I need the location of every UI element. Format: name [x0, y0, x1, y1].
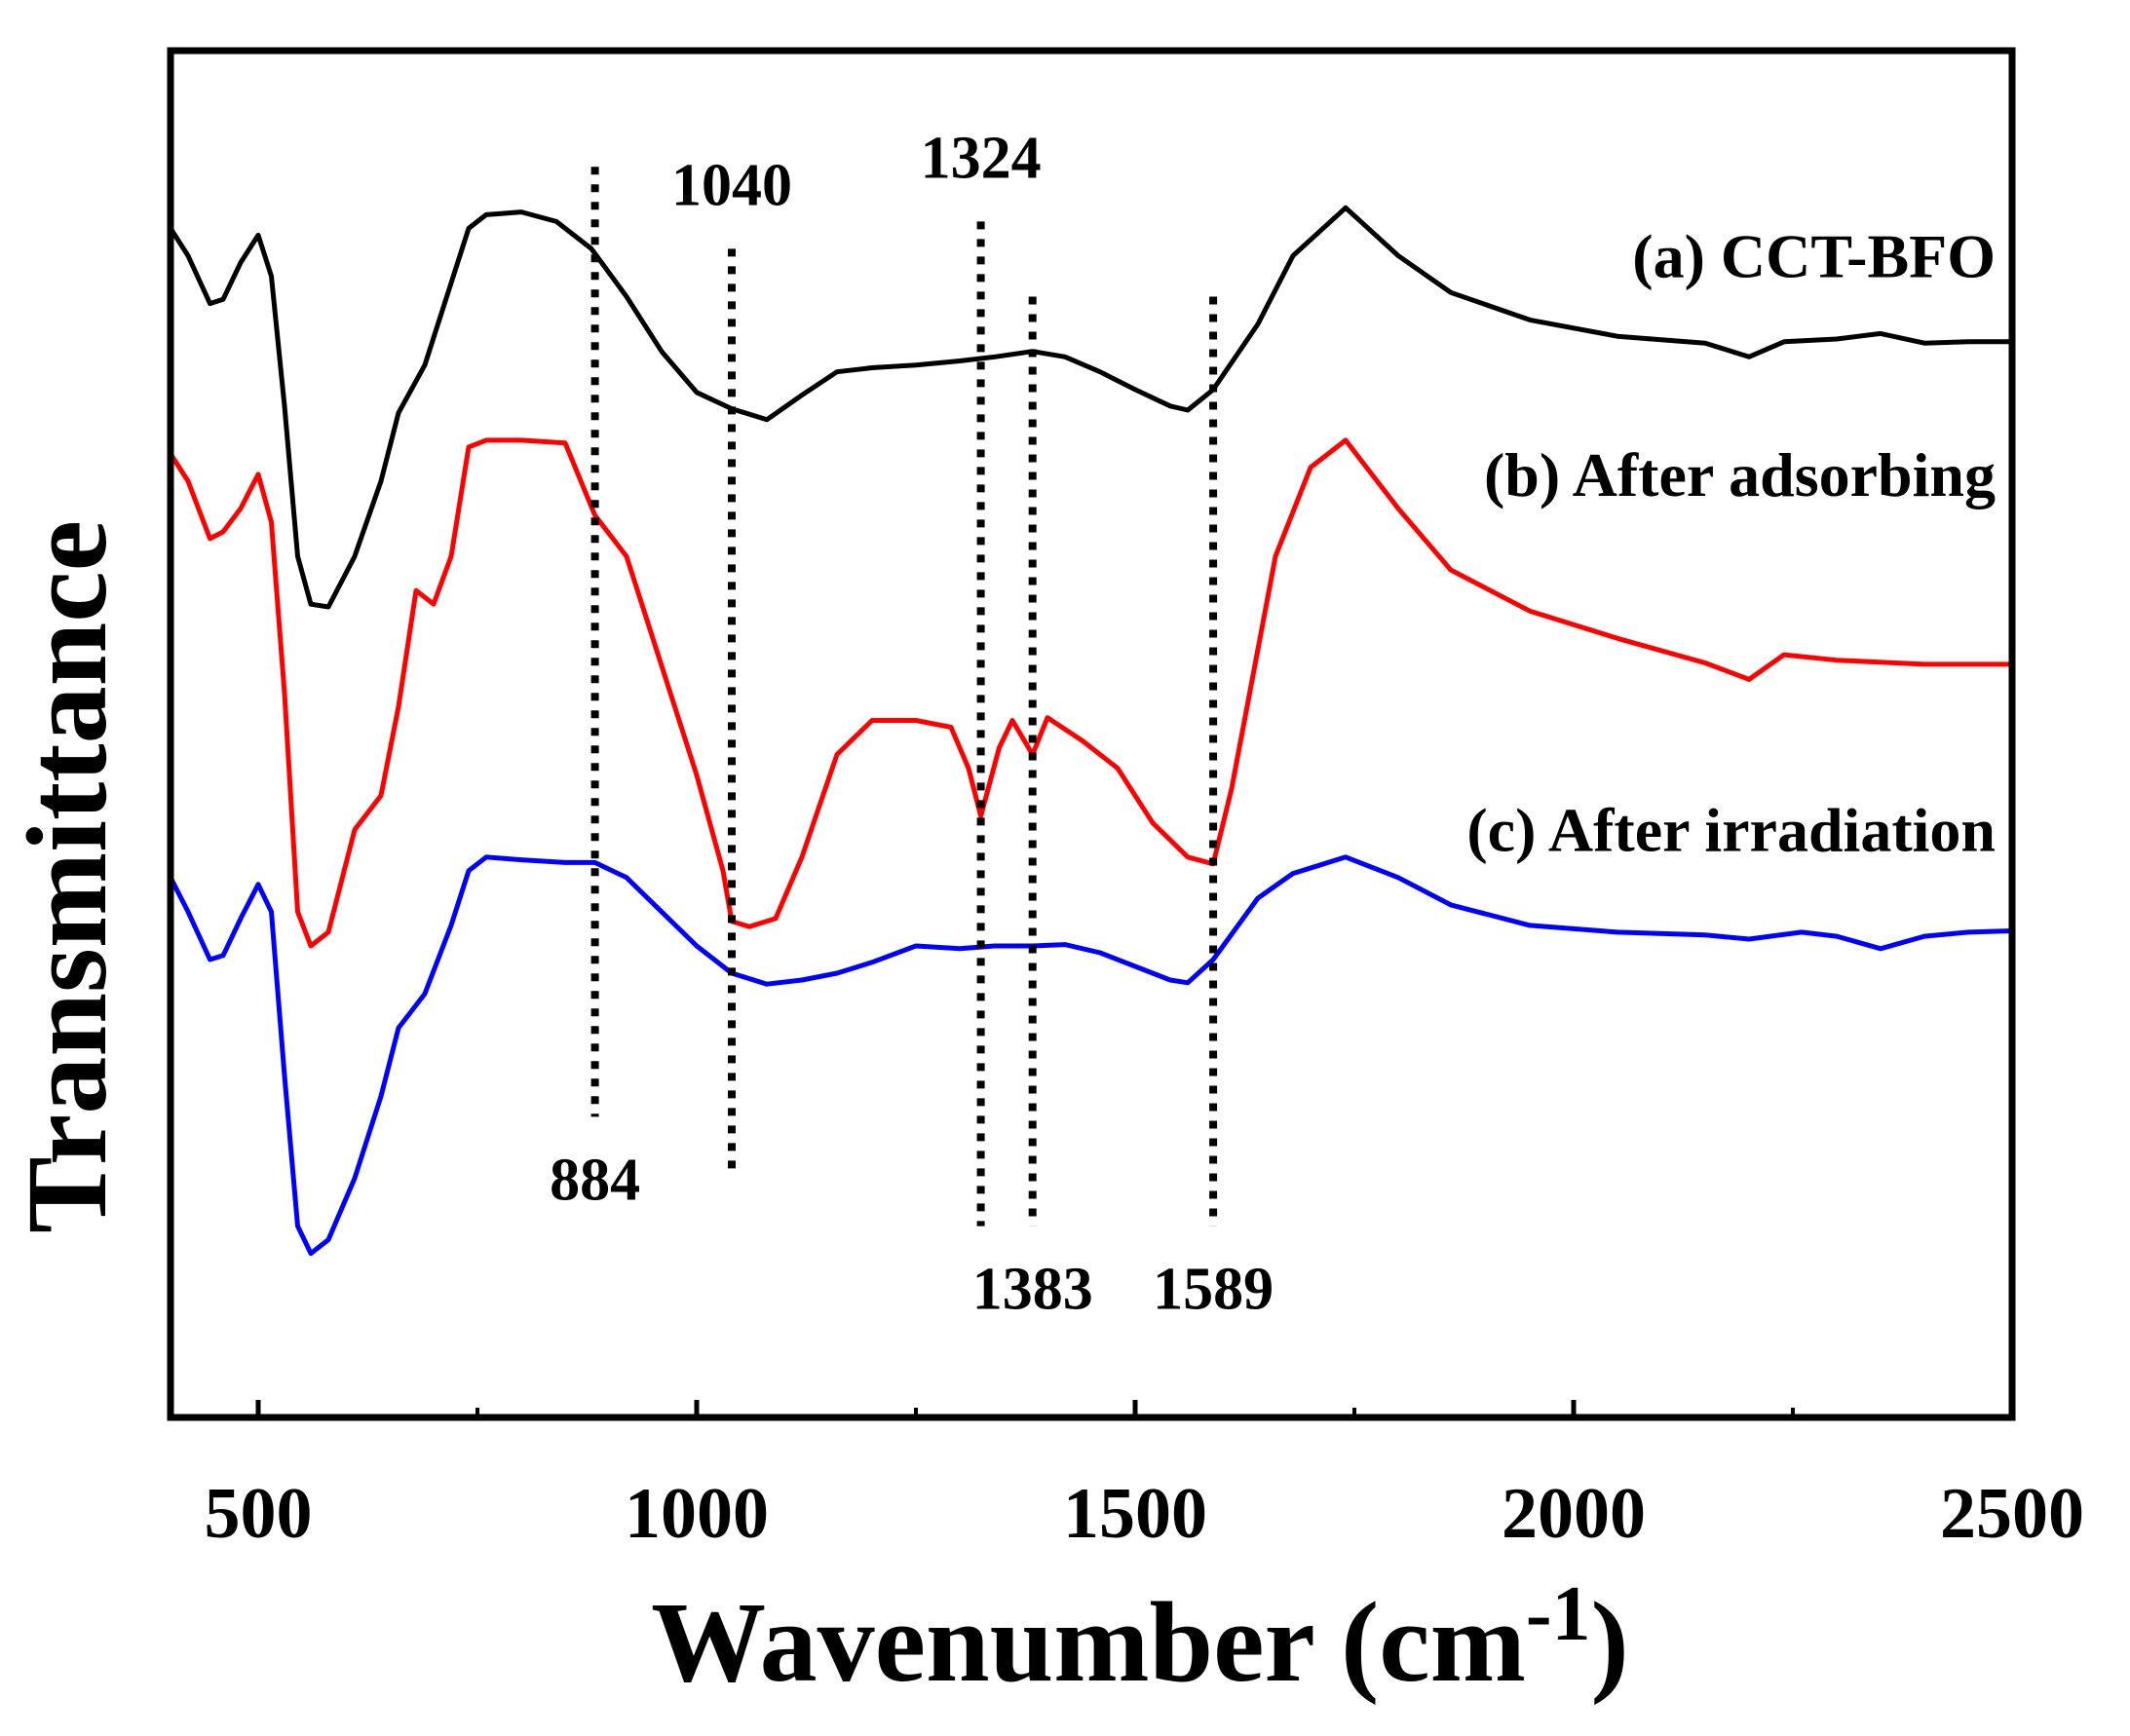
x-tick-label-2000: 2000 [1502, 1474, 1646, 1554]
peak-label-1383: 1383 [972, 1257, 1093, 1323]
x-tick-label-500: 500 [205, 1474, 313, 1554]
series-line-2 [168, 437, 2015, 949]
series-labels: (a) CCT-BFO (b) After adsorbing (c) After … [1466, 221, 1996, 864]
x-axis-unit-base: (cm [1341, 1578, 1526, 1706]
plot-frame [167, 47, 2016, 1421]
x-tick-label-2500: 2500 [1940, 1474, 2084, 1554]
x-axis-ticks [255, 1400, 2015, 1417]
plot-area [168, 205, 2015, 1257]
peak-label-1589: 1589 [1153, 1257, 1274, 1323]
peak-label-1040: 1040 [671, 152, 792, 218]
x-axis-unit-close: ) [1591, 1578, 1629, 1706]
series-line-1 [168, 205, 2015, 610]
peak-label-884: 884 [550, 1147, 640, 1213]
x-tick-label-1500: 1500 [1063, 1474, 1207, 1554]
series-label-1: (a) CCT-BFO [1632, 221, 1996, 290]
peak-label-1324: 1324 [921, 125, 1042, 191]
series-label-2: (b) After adsorbing [1484, 440, 1996, 509]
series-line-3 [168, 854, 2015, 1257]
series-label-3: (c) After irradiation [1466, 796, 1996, 865]
x-axis-label-text: Wavenumber [651, 1578, 1315, 1706]
x-axis-label: Wavenumber (cm-1) [651, 1571, 1629, 1706]
x-axis-unit-exponent: -1 [1526, 1571, 1591, 1657]
x-tick-label-1000: 1000 [625, 1474, 769, 1554]
y-axis-label: Transmittance [3, 520, 131, 1233]
x-axis-tick-labels: 500 1000 1500 2000 2500 [205, 1474, 2085, 1554]
peak-annotations: 884 1040 1324 1383 1589 [550, 125, 1274, 1322]
